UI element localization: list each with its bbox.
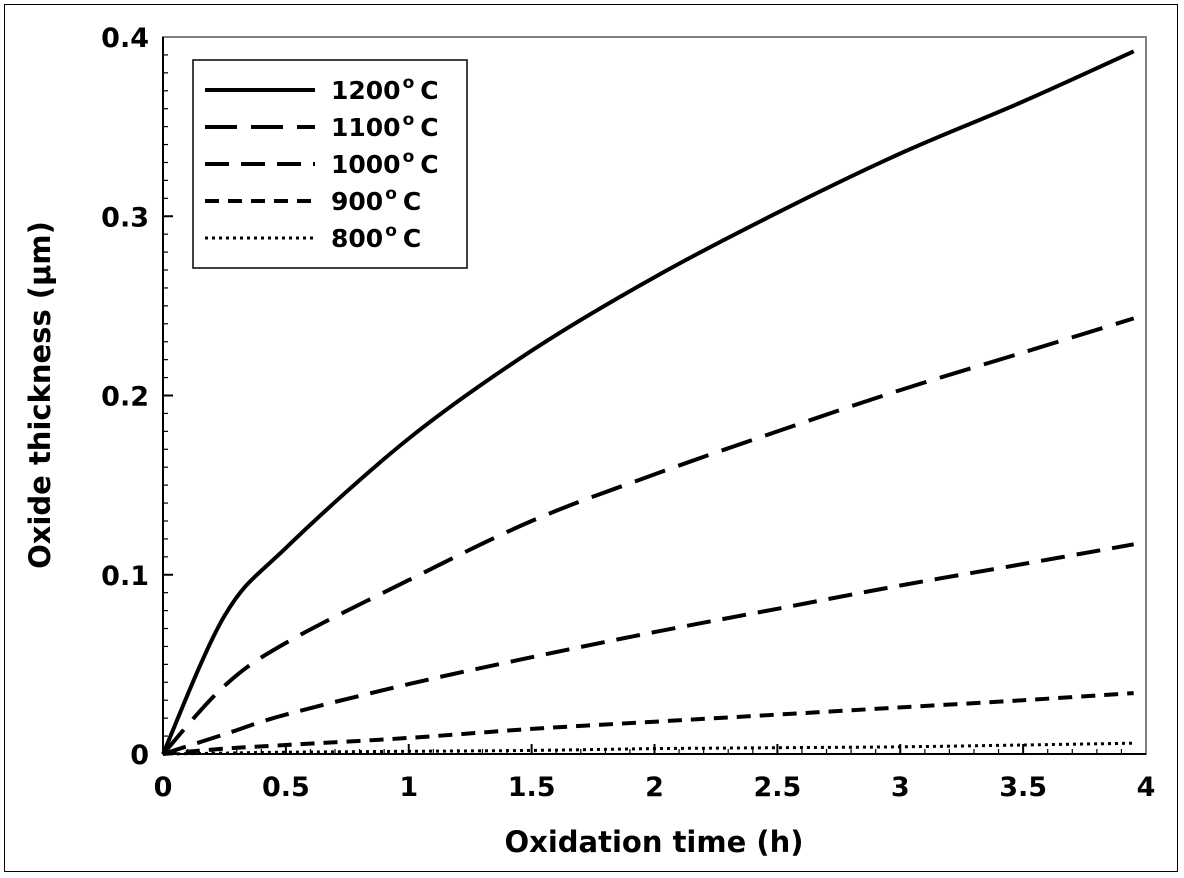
y-axis-label: Oxide thickness (μm) [23,221,57,569]
x-tick-label: 0 [154,772,173,803]
x-tick-label: 1.5 [508,772,556,803]
series-line-1000 [162,542,1135,756]
legend-degree-sign: o [403,73,415,93]
y-tick-label: 0.3 [101,202,149,233]
x-tick-label: 3.5 [999,772,1047,803]
legend-degree-sign: o [403,147,415,167]
y-tick-label: 0 [130,740,149,771]
series-layer [161,49,1135,756]
legend-degree-sign: o [403,110,415,130]
legend-temperature: 1100 [331,113,401,142]
legend-label-1100: 1100 o C [331,110,439,142]
series-line-1100 [161,316,1135,756]
legend-label-1200: 1200 o C [331,73,439,105]
legend-label-1000: 1000 o C [331,147,439,179]
x-axis-label: Oxidation time (h) [504,825,803,859]
legend-temperature: 800 [331,224,383,253]
y-tick-label: 0.1 [101,561,149,592]
legend-box [192,59,468,269]
x-tick-label: 1 [399,772,418,803]
legend-temperature: 900 [331,187,383,216]
legend-temperature: 1000 [331,150,401,179]
y-tick-label: 0.4 [101,23,149,54]
x-tick-label: 2 [645,772,664,803]
legend-unit: C [420,113,438,142]
x-tick-label: 3 [891,772,910,803]
x-tick-label: 0.5 [262,772,310,803]
y-tick-label: 0.2 [101,382,149,413]
legend-unit: C [403,224,421,253]
legend-degree-sign: o [385,184,397,204]
legend-temperature: 1200 [331,76,401,105]
series-line-1200 [161,49,1135,755]
x-tick-label: 2.5 [753,772,801,803]
legend-unit: C [403,187,421,216]
x-tick-label: 4 [1137,772,1156,803]
ticks-layer: 0 0.5 1 1.5 2 2.5 3 3.5 4 0 0.1 0.2 0.3 0.4 [101,23,1155,803]
legend-label-900: 900 o C [331,184,421,216]
legend-degree-sign: o [385,221,397,241]
series-line-900 [162,691,1134,756]
legend-unit: C [420,76,438,105]
legend-label-800: 800 o C [331,221,421,253]
legend-unit: C [420,150,438,179]
